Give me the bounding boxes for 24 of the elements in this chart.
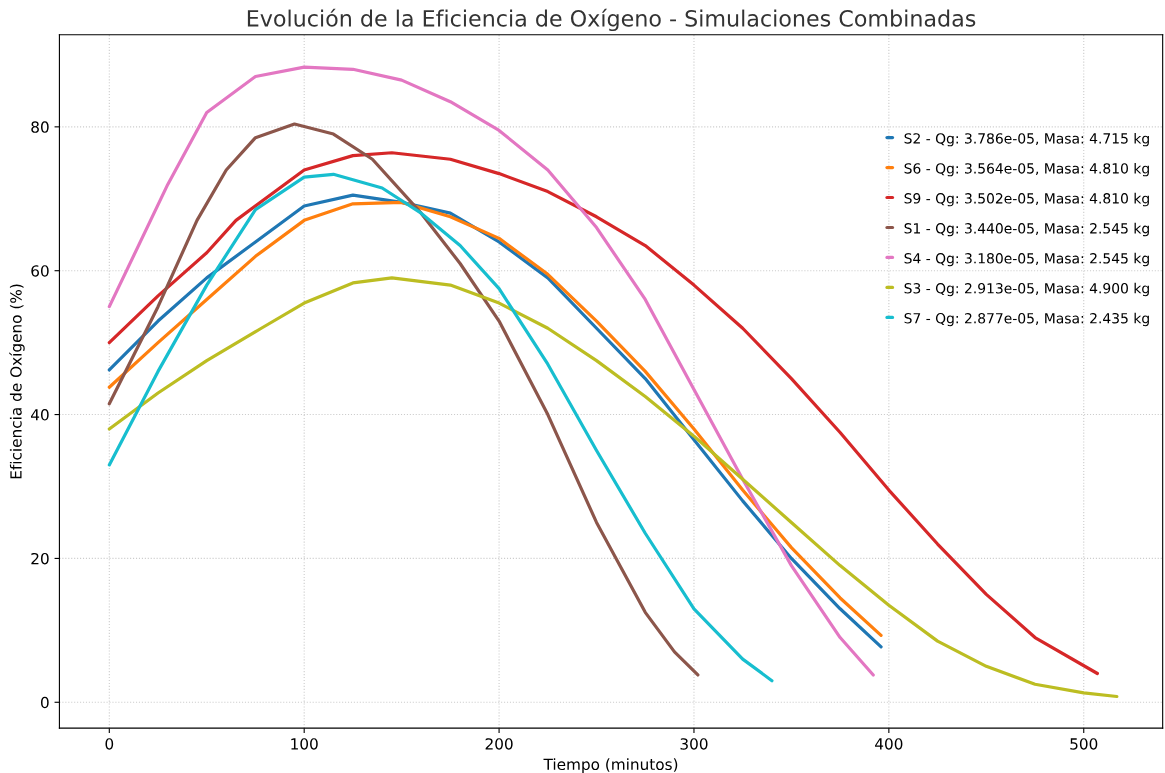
y-tick-label: 80: [31, 121, 49, 133]
line-series: [107, 172, 774, 683]
x-tick-label: 400: [875, 738, 903, 750]
x-tick-label: 200: [485, 738, 513, 750]
legend-label: S2 - Qg: 3.786e-05, Masa: 4.715 kg: [904, 132, 1149, 147]
y-tick-label: 20: [31, 552, 49, 565]
x-tick-label: 300: [680, 738, 708, 750]
legend-label: S7 - Qg: 2.877e-05, Masa: 2.435 kg: [904, 312, 1149, 327]
y-tick-label: 40: [31, 409, 49, 421]
x-tick-label: 100: [291, 738, 318, 750]
line-series: [107, 65, 875, 677]
chart-title: Evolución de la Eficiencia de Oxígeno - Simulaciones Combinadas: [247, 8, 976, 32]
x-axis-title: Tiempo (minutos): [543, 758, 678, 773]
y-tick-label: 60: [31, 265, 49, 277]
legend-label: S4 - Qg: 3.180e-05, Masa: 2.545 kg: [904, 252, 1149, 267]
legend-label: S3 - Qg: 2.913e-05, Masa: 4.900 kg: [904, 282, 1149, 297]
y-tick-label: 0: [40, 696, 49, 709]
line-series: [107, 122, 700, 677]
legend-label: S1 - Qg: 3.440e-05, Masa: 2.545 kg: [904, 222, 1149, 237]
x-tick-label: 0: [105, 738, 114, 750]
x-tick-label: 500: [1070, 738, 1098, 750]
legend-label: S9 - Qg: 3.502e-05, Masa: 4.810 kg: [904, 192, 1149, 207]
y-axis-title: Eficiencia de Oxígeno (%): [9, 284, 25, 479]
legend-label: S6 - Qg: 3.564e-05, Masa: 4.810 kg: [904, 162, 1149, 177]
